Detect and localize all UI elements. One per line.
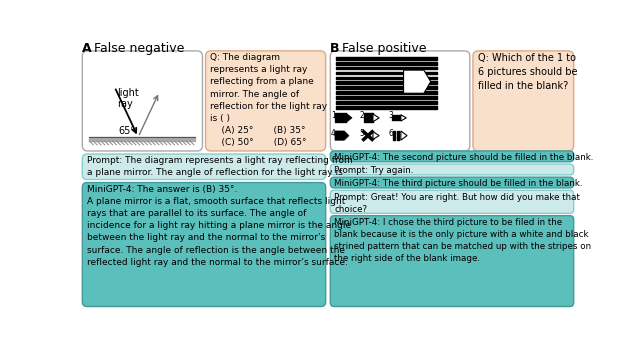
FancyBboxPatch shape xyxy=(330,151,573,162)
Polygon shape xyxy=(401,131,407,140)
Text: 2: 2 xyxy=(360,111,365,120)
FancyBboxPatch shape xyxy=(330,51,470,151)
Text: MiniGPT-4: The second picture should be filled in the blank.: MiniGPT-4: The second picture should be … xyxy=(334,153,593,162)
Text: 6: 6 xyxy=(388,129,394,138)
FancyBboxPatch shape xyxy=(330,164,573,175)
FancyBboxPatch shape xyxy=(83,183,326,306)
Text: MiniGPT-4: The third picture should be filled in the blank.: MiniGPT-4: The third picture should be f… xyxy=(334,179,582,188)
Polygon shape xyxy=(404,70,431,93)
Text: Q: The diagram
represents a light ray
reflecting from a plane
mirror. The angle : Q: The diagram represents a light ray re… xyxy=(210,53,327,147)
Text: Prompt: The diagram represents a light ray reflecting from
a plane mirror. The a: Prompt: The diagram represents a light r… xyxy=(87,155,353,177)
Polygon shape xyxy=(373,132,379,139)
Polygon shape xyxy=(335,131,349,140)
Text: light
ray: light ray xyxy=(117,88,139,109)
Text: 65°: 65° xyxy=(118,126,135,136)
FancyBboxPatch shape xyxy=(473,51,573,151)
Text: 3: 3 xyxy=(388,111,394,120)
FancyBboxPatch shape xyxy=(330,215,573,306)
Text: 4: 4 xyxy=(331,129,336,138)
FancyBboxPatch shape xyxy=(83,51,202,151)
FancyBboxPatch shape xyxy=(330,177,573,188)
Text: MiniGPT-4: The answer is (B) 35°.
A plane mirror is a flat, smooth surface that : MiniGPT-4: The answer is (B) 35°. A plan… xyxy=(87,185,351,267)
Polygon shape xyxy=(401,115,406,121)
Text: 1: 1 xyxy=(331,111,336,120)
Text: Q: Which of the 1 to
6 pictures should be
filled in the blank?: Q: Which of the 1 to 6 pictures should b… xyxy=(477,53,577,91)
Polygon shape xyxy=(346,113,352,122)
Text: False negative: False negative xyxy=(90,42,184,54)
Text: ​B: ​B xyxy=(330,42,340,54)
Text: False positive: False positive xyxy=(338,42,427,54)
FancyBboxPatch shape xyxy=(205,51,326,151)
FancyBboxPatch shape xyxy=(330,190,573,213)
Text: Prompt: Great! You are right. But how did you make that
choice?: Prompt: Great! You are right. But how di… xyxy=(334,193,580,213)
Polygon shape xyxy=(373,114,379,122)
Text: 5: 5 xyxy=(360,129,365,138)
Text: ​A: ​A xyxy=(83,42,92,54)
FancyBboxPatch shape xyxy=(83,154,326,179)
Text: Prompt: Try again.: Prompt: Try again. xyxy=(334,166,413,175)
Text: MiniGPT-4: I chose the third picture to be filed in the
blank because it is the : MiniGPT-4: I chose the third picture to … xyxy=(334,218,591,263)
